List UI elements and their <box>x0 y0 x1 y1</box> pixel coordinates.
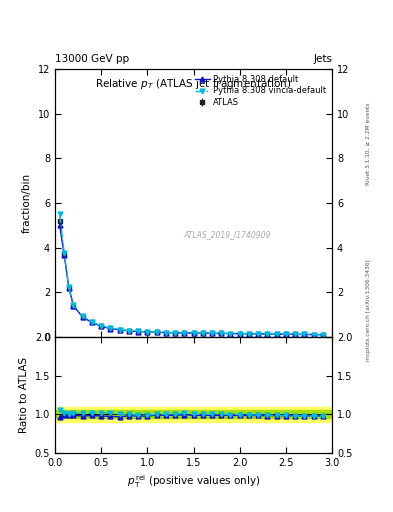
Pythia 8.308 vincia-default <box>200 330 205 336</box>
Pythia 8.308 default <box>81 314 85 320</box>
Pythia 8.308 default <box>200 330 205 336</box>
Y-axis label: Ratio to ATLAS: Ratio to ATLAS <box>19 357 29 433</box>
Pythia 8.308 vincia-default <box>237 331 242 337</box>
Pythia 8.308 vincia-default <box>228 330 233 336</box>
Pythia 8.308 default <box>265 331 270 337</box>
Text: Jets: Jets <box>313 54 332 64</box>
Text: Relative $p_T$ (ATLAS jet fragmentation): Relative $p_T$ (ATLAS jet fragmentation) <box>95 77 292 91</box>
Pythia 8.308 vincia-default <box>66 284 71 290</box>
Pythia 8.308 default <box>256 331 261 337</box>
Pythia 8.308 default <box>62 252 67 259</box>
Pythia 8.308 vincia-default <box>90 319 94 325</box>
Y-axis label: fraction/bin: fraction/bin <box>22 173 32 233</box>
Pythia 8.308 default <box>228 330 233 336</box>
Pythia 8.308 default <box>191 330 196 336</box>
Pythia 8.308 default <box>293 331 298 337</box>
Pythia 8.308 vincia-default <box>274 331 279 337</box>
Pythia 8.308 default <box>108 326 113 332</box>
Pythia 8.308 default <box>283 331 288 337</box>
Pythia 8.308 default <box>66 285 71 291</box>
Pythia 8.308 default <box>136 328 141 334</box>
X-axis label: $p_{\,\mathrm{T}}^{\,\mathrm{rel}}$ (positive values only): $p_{\,\mathrm{T}}^{\,\mathrm{rel}}$ (pos… <box>127 474 260 490</box>
Pythia 8.308 vincia-default <box>127 328 131 334</box>
Pythia 8.308 vincia-default <box>163 329 168 335</box>
Pythia 8.308 default <box>173 330 178 336</box>
Legend: Pythia 8.308 default, Pythia 8.308 vincia-default, ATLAS: Pythia 8.308 default, Pythia 8.308 vinci… <box>193 73 328 109</box>
Pythia 8.308 default <box>99 323 104 329</box>
Pythia 8.308 default <box>154 329 159 335</box>
Pythia 8.308 vincia-default <box>247 331 252 337</box>
Text: mcplots.cern.ch [arXiv:1306.3436]: mcplots.cern.ch [arXiv:1306.3436] <box>365 259 371 361</box>
Pythia 8.308 vincia-default <box>302 331 307 337</box>
Line: Pythia 8.308 default: Pythia 8.308 default <box>57 223 325 337</box>
Pythia 8.308 default <box>311 331 316 337</box>
Pythia 8.308 default <box>210 330 215 336</box>
Pythia 8.308 vincia-default <box>283 331 288 337</box>
Pythia 8.308 vincia-default <box>320 332 325 338</box>
Pythia 8.308 default <box>71 303 76 309</box>
Pythia 8.308 vincia-default <box>145 329 150 335</box>
Pythia 8.308 vincia-default <box>265 331 270 337</box>
Pythia 8.308 vincia-default <box>136 328 141 334</box>
Line: Pythia 8.308 vincia-default: Pythia 8.308 vincia-default <box>57 211 325 337</box>
Pythia 8.308 default <box>57 222 62 228</box>
Pythia 8.308 default <box>127 328 131 334</box>
Pythia 8.308 vincia-default <box>182 330 187 336</box>
Pythia 8.308 vincia-default <box>71 302 76 308</box>
Pythia 8.308 vincia-default <box>191 330 196 336</box>
Pythia 8.308 vincia-default <box>154 329 159 335</box>
Pythia 8.308 vincia-default <box>99 323 104 329</box>
Pythia 8.308 default <box>237 331 242 337</box>
Pythia 8.308 default <box>274 331 279 337</box>
Pythia 8.308 vincia-default <box>256 331 261 337</box>
Pythia 8.308 default <box>182 330 187 336</box>
Pythia 8.308 vincia-default <box>62 250 67 256</box>
Text: ATLAS_2019_I1740909: ATLAS_2019_I1740909 <box>183 230 270 240</box>
Pythia 8.308 vincia-default <box>173 330 178 336</box>
Pythia 8.308 vincia-default <box>57 211 62 217</box>
Pythia 8.308 default <box>90 319 94 326</box>
Pythia 8.308 vincia-default <box>210 330 215 336</box>
Bar <box>55 411 332 418</box>
Pythia 8.308 vincia-default <box>293 331 298 337</box>
Pythia 8.308 vincia-default <box>108 325 113 331</box>
Text: Rivet 3.1.10, ≥ 2.2M events: Rivet 3.1.10, ≥ 2.2M events <box>365 103 371 185</box>
Pythia 8.308 vincia-default <box>117 327 122 333</box>
Pythia 8.308 default <box>320 332 325 338</box>
Pythia 8.308 default <box>302 331 307 337</box>
Pythia 8.308 vincia-default <box>219 330 224 336</box>
Pythia 8.308 default <box>117 327 122 333</box>
Pythia 8.308 default <box>219 330 224 336</box>
Pythia 8.308 default <box>163 330 168 336</box>
Text: 13000 GeV pp: 13000 GeV pp <box>55 54 129 64</box>
Pythia 8.308 default <box>247 331 252 337</box>
Bar <box>55 407 332 422</box>
Pythia 8.308 default <box>145 329 150 335</box>
Pythia 8.308 vincia-default <box>311 331 316 337</box>
Pythia 8.308 vincia-default <box>81 313 85 319</box>
